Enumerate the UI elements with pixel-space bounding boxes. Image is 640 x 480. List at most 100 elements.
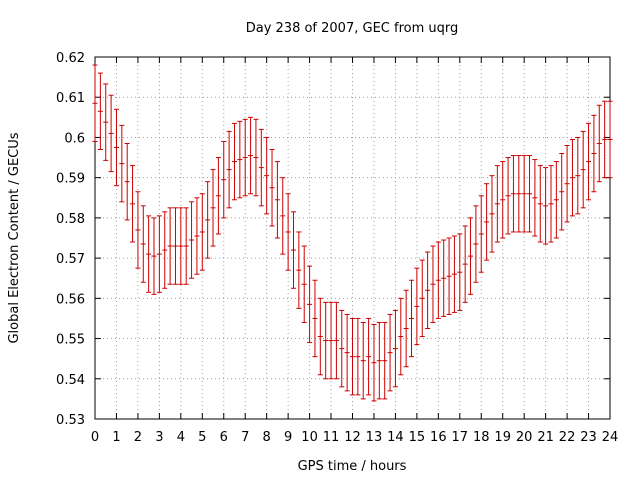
- data-point: [274, 161, 280, 239]
- data-point: [586, 122, 592, 201]
- data-point: [468, 217, 474, 295]
- data-point: [451, 235, 457, 313]
- data-point: [360, 321, 366, 400]
- data-point: [414, 267, 420, 346]
- x-tick-label: 24: [602, 430, 619, 445]
- data-point: [425, 251, 431, 329]
- data-point: [189, 201, 195, 279]
- data-point: [167, 207, 173, 285]
- data-point: [172, 207, 178, 285]
- x-tick-label: 6: [220, 430, 228, 445]
- data-point: [221, 140, 227, 219]
- data-point: [543, 167, 549, 245]
- data-point: [237, 120, 243, 199]
- data-point: [403, 289, 409, 368]
- data-point: [323, 301, 329, 380]
- data-point: [344, 313, 350, 392]
- data-point: [355, 317, 361, 396]
- data-point: [532, 159, 538, 237]
- data-point: [366, 317, 372, 396]
- data-point: [387, 313, 393, 392]
- data-point: [130, 165, 136, 243]
- data-point: [103, 83, 109, 161]
- data-point: [350, 317, 355, 396]
- data-point: [140, 205, 146, 283]
- data-point: [441, 239, 447, 317]
- x-tick-label: 18: [473, 430, 490, 445]
- data-point: [569, 138, 575, 217]
- y-tick-label: 0.54: [56, 373, 85, 388]
- data-point: [591, 114, 597, 193]
- x-tick-label: 12: [344, 430, 361, 445]
- y-tick-label: 0.61: [56, 91, 85, 106]
- x-tick-label: 1: [112, 430, 120, 445]
- y-tick-label: 0.62: [56, 51, 85, 66]
- data-point: [258, 128, 264, 207]
- x-tick-label: 16: [430, 430, 447, 445]
- x-tick-label: 22: [559, 430, 576, 445]
- y-tick-label: 0.57: [56, 252, 85, 267]
- data-point: [285, 193, 291, 271]
- data-point: [183, 207, 189, 285]
- x-tick-label: 7: [241, 430, 249, 445]
- data-point: [446, 237, 452, 315]
- y-tick-label: 0.56: [56, 292, 85, 307]
- data-point: [462, 225, 468, 303]
- data-point: [97, 72, 103, 151]
- data-point: [516, 155, 522, 233]
- data-point: [280, 177, 286, 255]
- data-point: [290, 211, 296, 289]
- data-point: [162, 211, 168, 289]
- chart-title: Day 238 of 2007, GEC from uqrg: [246, 21, 459, 36]
- data-point: [135, 191, 141, 269]
- x-tick-label: 23: [580, 430, 597, 445]
- data-point: [242, 118, 248, 197]
- data-point: [156, 215, 162, 293]
- x-tick-label: 17: [452, 430, 469, 445]
- y-tick-label: 0.6: [64, 131, 85, 146]
- data-point: [500, 161, 506, 239]
- data-point: [430, 245, 436, 323]
- data-point: [124, 142, 130, 221]
- data-point: [253, 118, 259, 197]
- x-tick-labels: 0 1 2 3 4 5 6 7 8 9 10 11 12 13 14 15 16 17 18 19 20 21 22 23 24: [91, 430, 618, 445]
- data-point: [607, 100, 613, 179]
- x-tick-label: 14: [387, 430, 404, 445]
- data-point: [409, 279, 415, 358]
- data-point: [435, 241, 441, 319]
- data-point: [92, 64, 98, 142]
- data-point: [205, 181, 211, 259]
- data-point: [307, 265, 313, 344]
- data-point: [269, 149, 275, 227]
- data-point: [108, 94, 114, 173]
- data-point: [146, 215, 152, 293]
- data-point: [559, 153, 565, 231]
- data-point: [457, 233, 463, 311]
- x-tick-label: 15: [409, 430, 426, 445]
- data-point: [231, 122, 237, 201]
- data-point: [548, 165, 554, 243]
- x-tick-label: 2: [134, 430, 142, 445]
- data-point: [312, 279, 318, 358]
- data-point: [580, 130, 586, 209]
- data-point: [215, 157, 221, 235]
- data-point: [333, 301, 339, 380]
- x-tick-label: 11: [323, 430, 340, 445]
- x-tick-label: 0: [91, 430, 99, 445]
- data-point: [194, 197, 200, 275]
- data-point: [264, 136, 270, 215]
- data-point: [119, 124, 125, 203]
- data-point: [505, 157, 511, 235]
- data-point: [328, 301, 334, 380]
- series-gec: [92, 64, 613, 402]
- data-point: [510, 155, 516, 233]
- x-tick-label: 3: [155, 430, 163, 445]
- x-tick-label: 13: [366, 430, 383, 445]
- data-point: [575, 136, 581, 215]
- data-point: [596, 104, 602, 183]
- data-point: [494, 165, 500, 243]
- x-axis-label: GPS time / hours: [298, 459, 407, 474]
- data-point: [537, 165, 543, 243]
- data-point: [382, 321, 388, 400]
